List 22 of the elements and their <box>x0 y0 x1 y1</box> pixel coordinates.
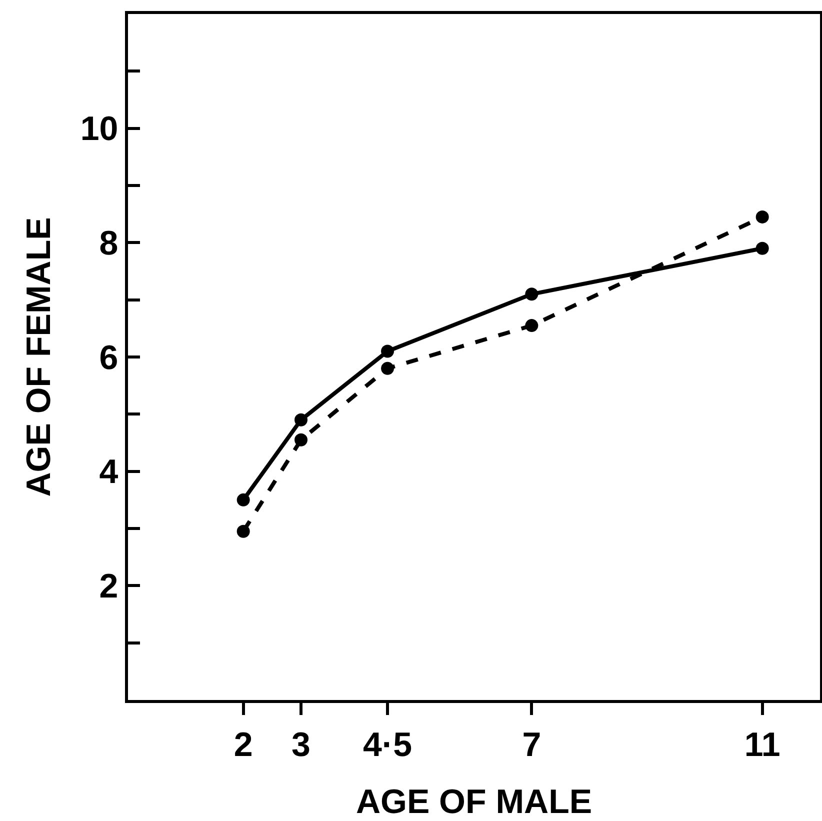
point <box>236 524 250 538</box>
x-tick-label: 4·5 <box>362 726 412 764</box>
x-tick-label: 7 <box>522 726 542 764</box>
x-tick-label: 3 <box>292 726 310 764</box>
x-tick-label: 2 <box>234 726 253 764</box>
point <box>381 344 394 358</box>
point <box>525 319 538 332</box>
y-tick-label: 4 <box>99 453 118 492</box>
point <box>236 493 250 506</box>
point <box>756 242 769 255</box>
y-axis-title: AGE OF FEMALE <box>20 217 58 497</box>
point <box>294 413 308 426</box>
point <box>294 433 308 446</box>
y-tick-label: 2 <box>99 568 118 606</box>
x-axis-title: AGE OF MALE <box>356 783 592 821</box>
point <box>381 362 394 375</box>
point <box>525 288 538 301</box>
point <box>756 210 769 224</box>
x-tick-label: 11 <box>744 726 780 764</box>
y-tick-label: 6 <box>99 338 118 377</box>
y-tick-label: 8 <box>99 224 118 263</box>
y-tick-label: 10 <box>80 110 118 148</box>
